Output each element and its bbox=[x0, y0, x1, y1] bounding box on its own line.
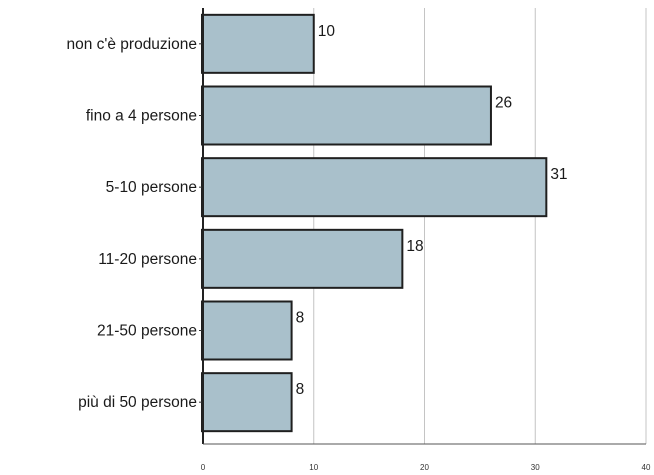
labels: 0 10 20 30 40 10 non c'è produzione 26 fino a 4 … bbox=[66, 23, 651, 472]
axes bbox=[199, 8, 646, 445]
data-label: 8 bbox=[296, 310, 305, 327]
bar bbox=[201, 228, 404, 289]
data-label: 18 bbox=[406, 238, 423, 255]
category-label: più di 50 persone bbox=[78, 394, 197, 411]
bar bbox=[201, 372, 293, 433]
bars bbox=[201, 13, 548, 433]
data-label: 8 bbox=[296, 381, 305, 398]
category-label: non c'è produzione bbox=[66, 36, 197, 53]
category-label: fino a 4 persone bbox=[86, 108, 197, 125]
bar bbox=[201, 300, 293, 361]
data-label: 31 bbox=[550, 166, 567, 183]
bar bbox=[201, 157, 548, 218]
x-tick-label: 40 bbox=[642, 463, 651, 472]
grid-lines bbox=[313, 8, 647, 444]
bar bbox=[201, 13, 315, 74]
data-label: 26 bbox=[495, 95, 512, 112]
data-label: 10 bbox=[318, 23, 336, 40]
x-tick-label: 20 bbox=[420, 463, 429, 472]
category-label: 11-20 persone bbox=[98, 251, 197, 268]
x-tick-label: 0 bbox=[201, 463, 206, 472]
category-label: 5-10 persone bbox=[106, 179, 197, 196]
x-tick-label: 30 bbox=[531, 463, 540, 472]
bar bbox=[201, 85, 492, 146]
category-label: 21-50 persone bbox=[97, 323, 197, 340]
x-tick-label: 10 bbox=[309, 463, 318, 472]
